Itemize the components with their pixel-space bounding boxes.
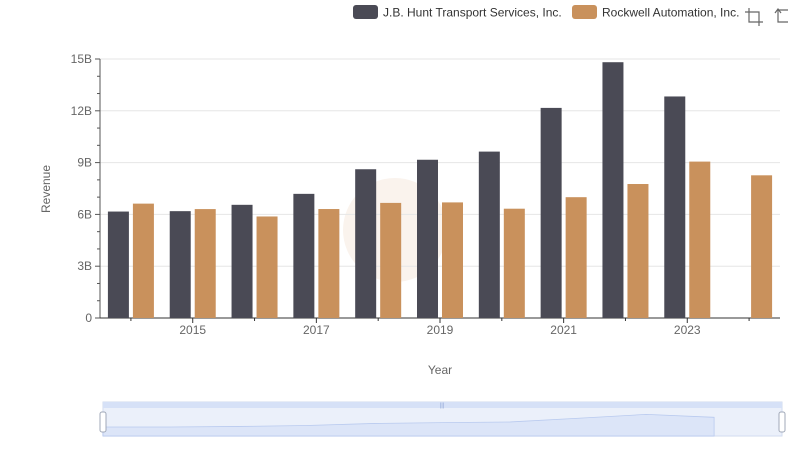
x-tick-label: 2017 bbox=[303, 323, 330, 337]
bar-series-1-2019[interactable] bbox=[417, 159, 438, 318]
x-axis-label: Year bbox=[428, 363, 452, 377]
legend-item-series-1[interactable]: J.B. Hunt Transport Services, Inc. bbox=[353, 5, 562, 20]
y-tick-label: 6B bbox=[77, 207, 92, 221]
y-tick-label: 15B bbox=[71, 52, 92, 66]
bar-series-2-2024[interactable] bbox=[751, 175, 773, 318]
bar-series-1-2014[interactable] bbox=[107, 211, 129, 318]
legend-label-series-2: Rockwell Automation, Inc. bbox=[602, 6, 739, 20]
restore-icon[interactable] bbox=[774, 8, 788, 23]
slider-top-bar bbox=[103, 402, 782, 408]
y-tick-label: 9B bbox=[77, 156, 92, 170]
y-axis-label: Revenue bbox=[39, 165, 53, 213]
y-tick-label: 3B bbox=[77, 259, 92, 273]
bar-series-2-2018[interactable] bbox=[380, 202, 402, 318]
bar-series-2-2019[interactable] bbox=[442, 202, 463, 318]
legend-label-series-1: J.B. Hunt Transport Services, Inc. bbox=[383, 6, 562, 20]
bar-series-2-2022[interactable] bbox=[627, 184, 649, 318]
legend-swatch-series-2 bbox=[572, 5, 597, 19]
data-zoom-slider[interactable]: ||| bbox=[99, 401, 786, 437]
bars[interactable] bbox=[107, 62, 773, 319]
zoom-icon[interactable] bbox=[745, 8, 763, 26]
bar-series-2-2020[interactable] bbox=[503, 208, 525, 318]
bar-series-1-2018[interactable] bbox=[355, 169, 377, 318]
bar-series-2-2023[interactable] bbox=[689, 161, 711, 318]
bar-series-2-2017[interactable] bbox=[318, 209, 340, 318]
bar-series-2-2016[interactable] bbox=[256, 216, 278, 318]
bar-series-1-2017[interactable] bbox=[293, 193, 315, 318]
x-tick-label: 2023 bbox=[674, 323, 701, 337]
bar-series-1-2023[interactable] bbox=[664, 96, 686, 319]
bar-series-1-2016[interactable] bbox=[231, 204, 253, 318]
x-tick-label: 2015 bbox=[179, 323, 206, 337]
x-axis: 2015 2017 2019 2021 2023 bbox=[130, 318, 750, 337]
slider-handle-right[interactable] bbox=[778, 411, 786, 433]
bar-series-1-2020[interactable] bbox=[478, 151, 500, 318]
legend: J.B. Hunt Transport Services, Inc. Rockw… bbox=[353, 5, 739, 20]
x-tick-label: 2021 bbox=[550, 323, 577, 337]
bar-series-1-2015[interactable] bbox=[169, 211, 191, 318]
legend-item-series-2[interactable]: Rockwell Automation, Inc. bbox=[572, 5, 739, 20]
bar-series-2-2014[interactable] bbox=[132, 203, 154, 318]
x-tick-label: 2019 bbox=[427, 323, 454, 337]
slider-preview-area bbox=[102, 413, 715, 437]
bar-series-1-2021[interactable] bbox=[540, 107, 562, 318]
legend-swatch-series-1 bbox=[353, 5, 378, 19]
bar-series-1-2022[interactable] bbox=[602, 62, 624, 318]
slider-grip-icon[interactable]: ||| bbox=[440, 403, 445, 409]
bar-series-2-2015[interactable] bbox=[194, 209, 216, 318]
y-tick-label: 0 bbox=[85, 311, 92, 325]
slider-handle-left[interactable] bbox=[99, 411, 107, 433]
y-tick-label: 12B bbox=[71, 104, 92, 118]
bar-series-2-2021[interactable] bbox=[565, 197, 587, 318]
